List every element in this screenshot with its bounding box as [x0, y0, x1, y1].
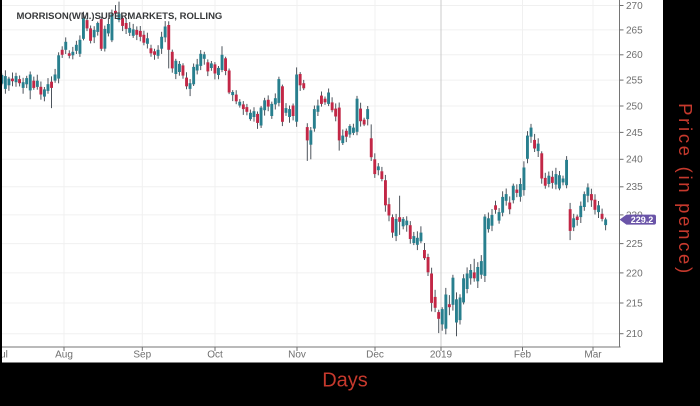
- svg-text:245: 245: [626, 128, 643, 139]
- svg-text:215: 215: [626, 298, 643, 309]
- svg-text:Jul: Jul: [0, 350, 8, 361]
- svg-text:250: 250: [626, 101, 643, 112]
- svg-text:260: 260: [626, 50, 643, 61]
- svg-text:240: 240: [626, 155, 643, 166]
- svg-text:265: 265: [626, 25, 643, 36]
- svg-text:Oct: Oct: [207, 350, 223, 361]
- svg-text:Nov: Nov: [288, 350, 306, 361]
- svg-text:255: 255: [626, 76, 643, 87]
- svg-text:235: 235: [626, 182, 643, 193]
- svg-text:Dec: Dec: [366, 350, 384, 361]
- svg-text:Feb: Feb: [514, 350, 532, 361]
- svg-text:Price (in pence): Price (in pence): [675, 103, 696, 276]
- svg-text:270: 270: [626, 1, 643, 12]
- svg-text:Sep: Sep: [133, 350, 151, 361]
- svg-text:Aug: Aug: [55, 350, 73, 361]
- svg-text:225: 225: [626, 239, 643, 250]
- svg-text:2019: 2019: [430, 350, 453, 361]
- svg-text:MORRISON(WM.)SUPERMARKETS, ROL: MORRISON(WM.)SUPERMARKETS, ROLLING: [17, 11, 223, 22]
- svg-text:229.2: 229.2: [631, 215, 654, 225]
- svg-text:Mar: Mar: [584, 350, 602, 361]
- svg-text:Days: Days: [322, 370, 368, 392]
- svg-text:210: 210: [626, 329, 643, 340]
- svg-text:220: 220: [626, 268, 643, 279]
